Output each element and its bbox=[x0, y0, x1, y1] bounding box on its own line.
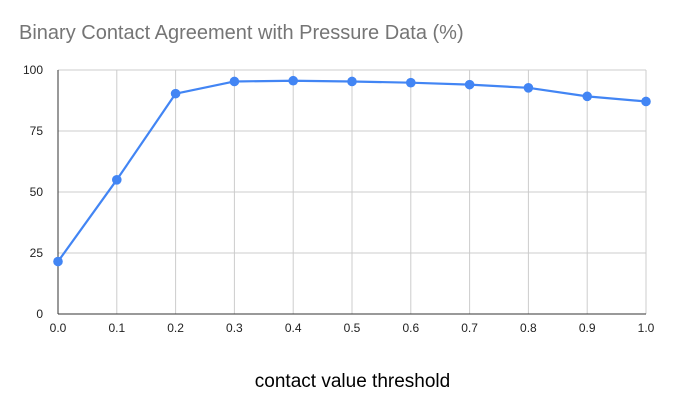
data-point bbox=[406, 77, 416, 88]
y-tick-label: 50 bbox=[30, 185, 44, 199]
y-tick-labels: 0 25 50 75 100 bbox=[23, 63, 43, 321]
x-tick-label: 0.4 bbox=[285, 321, 302, 335]
data-point bbox=[288, 75, 299, 86]
x-tick-labels: 0.0 0.1 0.2 0.3 0.4 0.5 0.6 0.7 0.8 0.9 1.0 bbox=[50, 321, 655, 335]
data-point bbox=[641, 96, 651, 107]
data-point bbox=[112, 175, 122, 185]
data-point bbox=[464, 79, 475, 90]
x-tick-label: 0.5 bbox=[344, 321, 361, 335]
data-point bbox=[53, 256, 63, 267]
x-tick-label: 1.0 bbox=[638, 321, 655, 335]
y-tick-label: 100 bbox=[23, 63, 43, 77]
x-tick-label: 0.9 bbox=[579, 321, 596, 335]
grid-lines bbox=[58, 69, 647, 314]
data-point bbox=[229, 76, 240, 87]
x-tick-label: 0.0 bbox=[50, 321, 67, 335]
axes bbox=[57, 70, 646, 315]
x-axis-label: contact value threshold bbox=[254, 371, 451, 392]
x-tick-label: 0.1 bbox=[108, 321, 125, 335]
y-tick-label: 75 bbox=[30, 124, 44, 138]
data-point bbox=[170, 88, 181, 99]
y-tick-label: 25 bbox=[30, 246, 44, 260]
chart-title: Binary Contact Agreement with Pressure D… bbox=[19, 22, 464, 44]
data-point bbox=[523, 83, 534, 93]
data-point bbox=[582, 91, 592, 102]
x-tick-label: 0.2 bbox=[167, 321, 184, 335]
y-tick-label: 0 bbox=[36, 307, 43, 321]
x-tick-label: 0.8 bbox=[520, 321, 537, 335]
x-tick-label: 0.7 bbox=[461, 321, 478, 335]
x-tick-label: 0.3 bbox=[226, 321, 243, 335]
series-group bbox=[53, 75, 651, 267]
x-tick-label: 0.6 bbox=[402, 321, 419, 335]
data-point bbox=[347, 76, 357, 87]
